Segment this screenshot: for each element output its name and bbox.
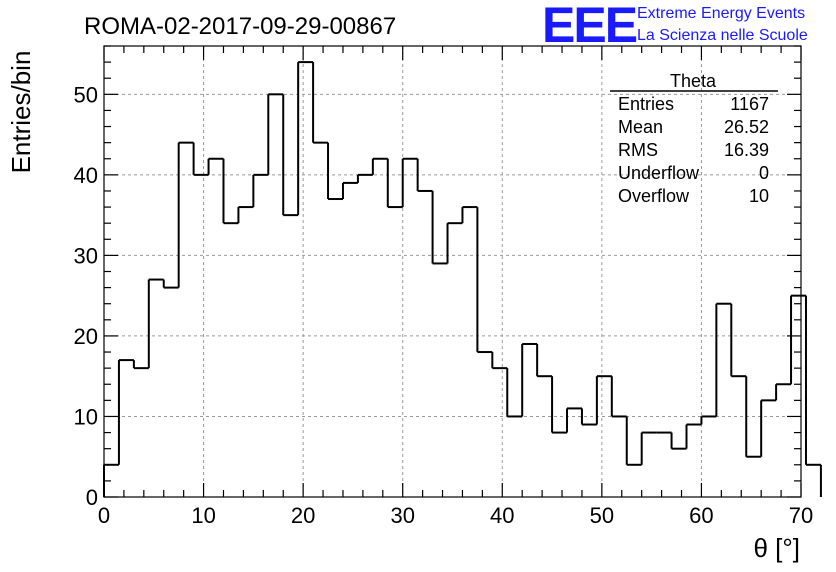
stats-value-entries: 1167 — [730, 94, 769, 114]
stats-label-entries: Entries — [618, 94, 674, 114]
x-tick-label-20: 20 — [291, 503, 315, 528]
stats-label-mean: Mean — [618, 117, 663, 137]
y-tick-label-10: 10 — [74, 404, 98, 429]
x-tick-label-70: 70 — [789, 503, 813, 528]
stats-value-mean: 26.52 — [724, 117, 769, 137]
logo-line-1: Extreme Energy Events — [637, 5, 805, 22]
stats-value-underflow: 0 — [759, 163, 769, 183]
x-tick-label-10: 10 — [191, 503, 215, 528]
x-tick-label-30: 30 — [390, 503, 414, 528]
stats-label-overflow: Overflow — [618, 186, 690, 206]
y-tick-label-0: 0 — [86, 485, 98, 510]
stats-box: Theta Entries 1167 Mean 26.52 RMS 16.39 … — [610, 71, 778, 206]
stats-label-rms: RMS — [618, 140, 658, 160]
y-tick-label-30: 30 — [74, 243, 98, 268]
stats-label-underflow: Underflow — [618, 163, 700, 183]
stats-title: Theta — [670, 71, 717, 91]
stats-value-rms: 16.39 — [724, 140, 769, 160]
logo-line-2: La Scienza nelle Scuole — [637, 27, 808, 44]
x-tick-label-50: 50 — [590, 503, 614, 528]
x-tick-label-60: 60 — [689, 503, 713, 528]
y-tick-label-20: 20 — [74, 324, 98, 349]
x-tick-label-0: 0 — [98, 503, 110, 528]
y-tick-label-40: 40 — [74, 163, 98, 188]
plot-title: ROMA-02-2017-09-29-00867 — [84, 13, 396, 40]
y-axis-title: Entries/bin — [6, 51, 36, 174]
axis-ticks — [103, 45, 802, 498]
x-axis-title: θ [°] — [753, 533, 800, 563]
grid-lines — [104, 46, 801, 497]
tick-labels: 0 10 20 30 40 50 60 70 0 10 20 30 40 50 — [74, 82, 814, 528]
logo-mark: EEE — [542, 0, 637, 53]
eee-logo: EEE Extreme Energy Events La Scienza nel… — [542, 0, 808, 53]
y-tick-label-50: 50 — [74, 82, 98, 107]
stats-value-overflow: 10 — [749, 186, 769, 206]
x-tick-label-40: 40 — [490, 503, 514, 528]
